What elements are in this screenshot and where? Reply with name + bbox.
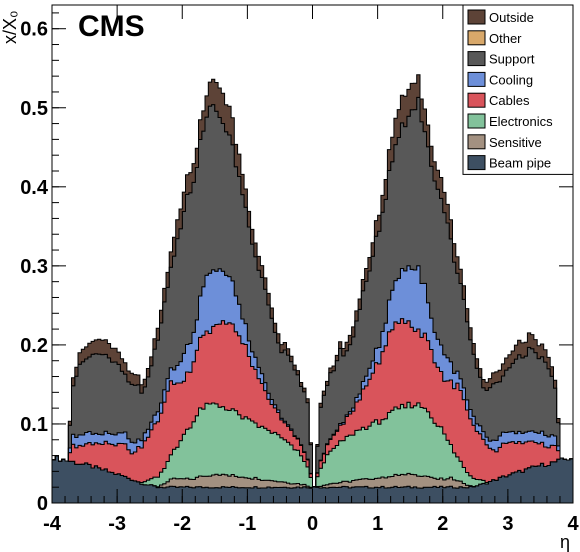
legend-swatch: [467, 155, 486, 171]
y-tick-label: 0.2: [20, 335, 48, 357]
legend-swatch: [467, 30, 486, 46]
x-tick-label: 2: [437, 513, 448, 535]
x-tick-label: 4: [567, 513, 579, 535]
legend-label: Electronics: [489, 114, 553, 129]
x-tick-label: 3: [502, 513, 513, 535]
y-tick-label: 0.3: [20, 256, 48, 278]
y-tick-label: 0.6: [20, 19, 48, 41]
legend: Outside Other Support Cooling Cables Electron…: [462, 4, 574, 175]
area-outside: [52, 74, 573, 488]
x-tick-label: -1: [238, 513, 256, 535]
chart-title: CMS: [78, 10, 145, 43]
x-tick-label: -4: [43, 513, 62, 535]
y-tick-label: 0.5: [20, 98, 48, 120]
legend-swatch: [467, 113, 486, 129]
legend-swatch: [467, 92, 486, 108]
legend-swatch: [467, 51, 486, 67]
legend-label: Sensitive: [489, 135, 542, 150]
x-axis-title: η: [560, 532, 570, 552]
legend-label: Support: [489, 52, 535, 67]
legend-swatch: [467, 134, 486, 150]
x-tick-label: -2: [173, 513, 191, 535]
x-tick-label: 1: [372, 513, 383, 535]
x-tick-label: -3: [108, 513, 126, 535]
legend-label: Outside: [489, 10, 534, 25]
y-tick-label: 0: [37, 493, 48, 515]
y-axis-title: x/X₀: [0, 11, 20, 44]
y-tick-label: 0.4: [20, 177, 49, 199]
legend-swatch: [467, 71, 486, 87]
labels: CMS η x/X₀: [0, 10, 570, 552]
axes: -4 -3 -2 -1 0 1 2 3 4 0 0.1 0.2 0.3 0.4 0.5 0.6: [20, 4, 579, 535]
legend-label: Cooling: [489, 72, 533, 87]
legend-swatch: [467, 9, 486, 25]
legend-label: Cables: [489, 93, 530, 108]
legend-label: Other: [489, 31, 522, 46]
legend-label: Beam pipe: [489, 156, 551, 171]
x-tick-label: 0: [307, 513, 318, 535]
y-tick-label: 0.1: [20, 414, 48, 436]
